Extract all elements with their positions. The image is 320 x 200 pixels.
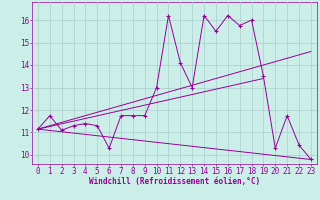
X-axis label: Windchill (Refroidissement éolien,°C): Windchill (Refroidissement éolien,°C) [89, 177, 260, 186]
